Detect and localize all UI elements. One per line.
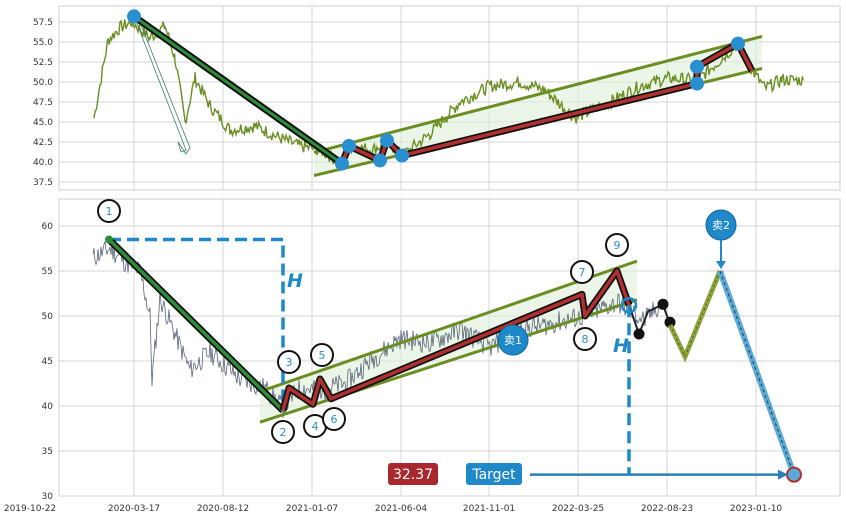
projection-zigzag bbox=[667, 270, 723, 363]
post-peak-dot bbox=[657, 298, 669, 310]
x-tick-label: 2021-01-07 bbox=[286, 504, 338, 514]
top-y-tick-label: 47.5 bbox=[33, 98, 53, 108]
wave-number-circle bbox=[605, 233, 629, 257]
top-y-tick-label: 52.5 bbox=[33, 58, 53, 68]
wave-number-label: 6 bbox=[331, 413, 338, 426]
bottom-y-tick-label: 50 bbox=[42, 312, 54, 322]
target-price-text: 32.37 bbox=[393, 467, 433, 483]
projection-zigzag-dots bbox=[669, 270, 721, 358]
wave-number-label: 9 bbox=[614, 239, 621, 252]
bottom-y-tick-label: 35 bbox=[42, 447, 53, 457]
top-price-line bbox=[93, 15, 804, 167]
top-y-tick-label: 57.5 bbox=[33, 18, 53, 28]
top-y-tick-label: 42.5 bbox=[33, 138, 53, 148]
top-pivot-dot bbox=[335, 156, 349, 171]
target-label-text: Target bbox=[471, 467, 516, 483]
top-y-tick-label: 40.0 bbox=[33, 158, 53, 168]
top-pivot-dot bbox=[380, 133, 394, 148]
top-pivot-dot bbox=[127, 9, 141, 24]
wave-number-circle bbox=[310, 343, 334, 367]
wave-up-segment-core bbox=[281, 269, 631, 411]
top-y-tick-label: 37.5 bbox=[33, 178, 53, 188]
x-tick-label: 2021-06-04 bbox=[375, 504, 428, 514]
bottom-channel-upper-line bbox=[259, 259, 638, 394]
top-y-tick-label: 50.0 bbox=[33, 78, 53, 88]
wave-number-circle bbox=[322, 407, 346, 431]
h-measure-left bbox=[109, 237, 285, 408]
x-tick-label: 2022-08-23 bbox=[641, 504, 693, 514]
bottom-y-tick-label: 55 bbox=[42, 267, 53, 277]
top-pivot-dot bbox=[731, 36, 745, 51]
post-peak-path bbox=[628, 302, 671, 337]
wave-number-label: 2 bbox=[280, 426, 287, 439]
x-tick-label: 2019-10-22 bbox=[4, 504, 56, 514]
wave-number-label: 3 bbox=[286, 356, 293, 369]
sell1-marker bbox=[497, 324, 529, 356]
top-panel-frame bbox=[58, 5, 841, 191]
bottom-y-tick-label: 60 bbox=[42, 222, 54, 232]
wave-number-label: 4 bbox=[312, 420, 319, 433]
wave-number-label: 5 bbox=[319, 349, 326, 362]
top-channel-fill bbox=[314, 36, 762, 176]
top-pivot-dot bbox=[395, 148, 409, 163]
wave-number-circle bbox=[277, 350, 301, 374]
sell2-label: 卖2 bbox=[712, 219, 730, 232]
top-wave-down-segment-core bbox=[133, 15, 343, 165]
h-label-right: H bbox=[613, 335, 629, 357]
bottom-channel-lower-line bbox=[259, 298, 638, 424]
sell1-label: 卖1 bbox=[504, 334, 522, 347]
wave-number-label: 7 bbox=[579, 266, 586, 279]
top-y-tick-label: 55.0 bbox=[33, 38, 53, 48]
wave-number-circle bbox=[570, 260, 594, 284]
x-tick-label: 2022-03-25 bbox=[552, 504, 604, 514]
wave-number-label: 1 bbox=[106, 205, 113, 218]
target-dot bbox=[786, 466, 802, 483]
top-pivot-dot bbox=[690, 59, 704, 74]
x-tick-label: 2021-11-01 bbox=[463, 504, 515, 514]
wave-number-circle bbox=[271, 420, 295, 444]
bottom-price-line bbox=[92, 241, 661, 418]
wave-number-circle bbox=[97, 199, 121, 223]
x-tick-label: 2020-03-17 bbox=[108, 504, 160, 514]
bottom-y-tick-label: 45 bbox=[42, 357, 53, 367]
sell2-arrow-head bbox=[716, 261, 726, 269]
top-pivot-dot bbox=[342, 139, 356, 153]
top-pivot-dot bbox=[690, 76, 704, 91]
top-decline-arrow bbox=[133, 14, 191, 155]
target-arrow-head bbox=[778, 469, 788, 480]
top-channel-upper-line bbox=[313, 34, 763, 154]
target-label-badge bbox=[466, 463, 522, 485]
wave-number-circle bbox=[573, 327, 597, 351]
last-pivot-ring bbox=[620, 296, 638, 314]
projection-target-line-dash bbox=[719, 270, 795, 475]
x-tick-label: 2023-01-10 bbox=[730, 504, 783, 514]
target-price-badge bbox=[388, 463, 438, 485]
post-peak-dot bbox=[633, 328, 645, 340]
bottom-y-tick-label: 30 bbox=[42, 492, 54, 502]
x-tick-label: 2020-08-12 bbox=[197, 504, 249, 514]
wave-down-segment-core bbox=[107, 238, 285, 412]
bottom-y-tick-label: 40 bbox=[42, 402, 54, 412]
wave-start-dot bbox=[105, 235, 113, 244]
top-y-tick-label: 45.0 bbox=[33, 118, 53, 128]
top-pivot-dot bbox=[373, 153, 387, 168]
h-label-left: H bbox=[287, 270, 303, 292]
wave-number-label: 8 bbox=[582, 333, 589, 346]
